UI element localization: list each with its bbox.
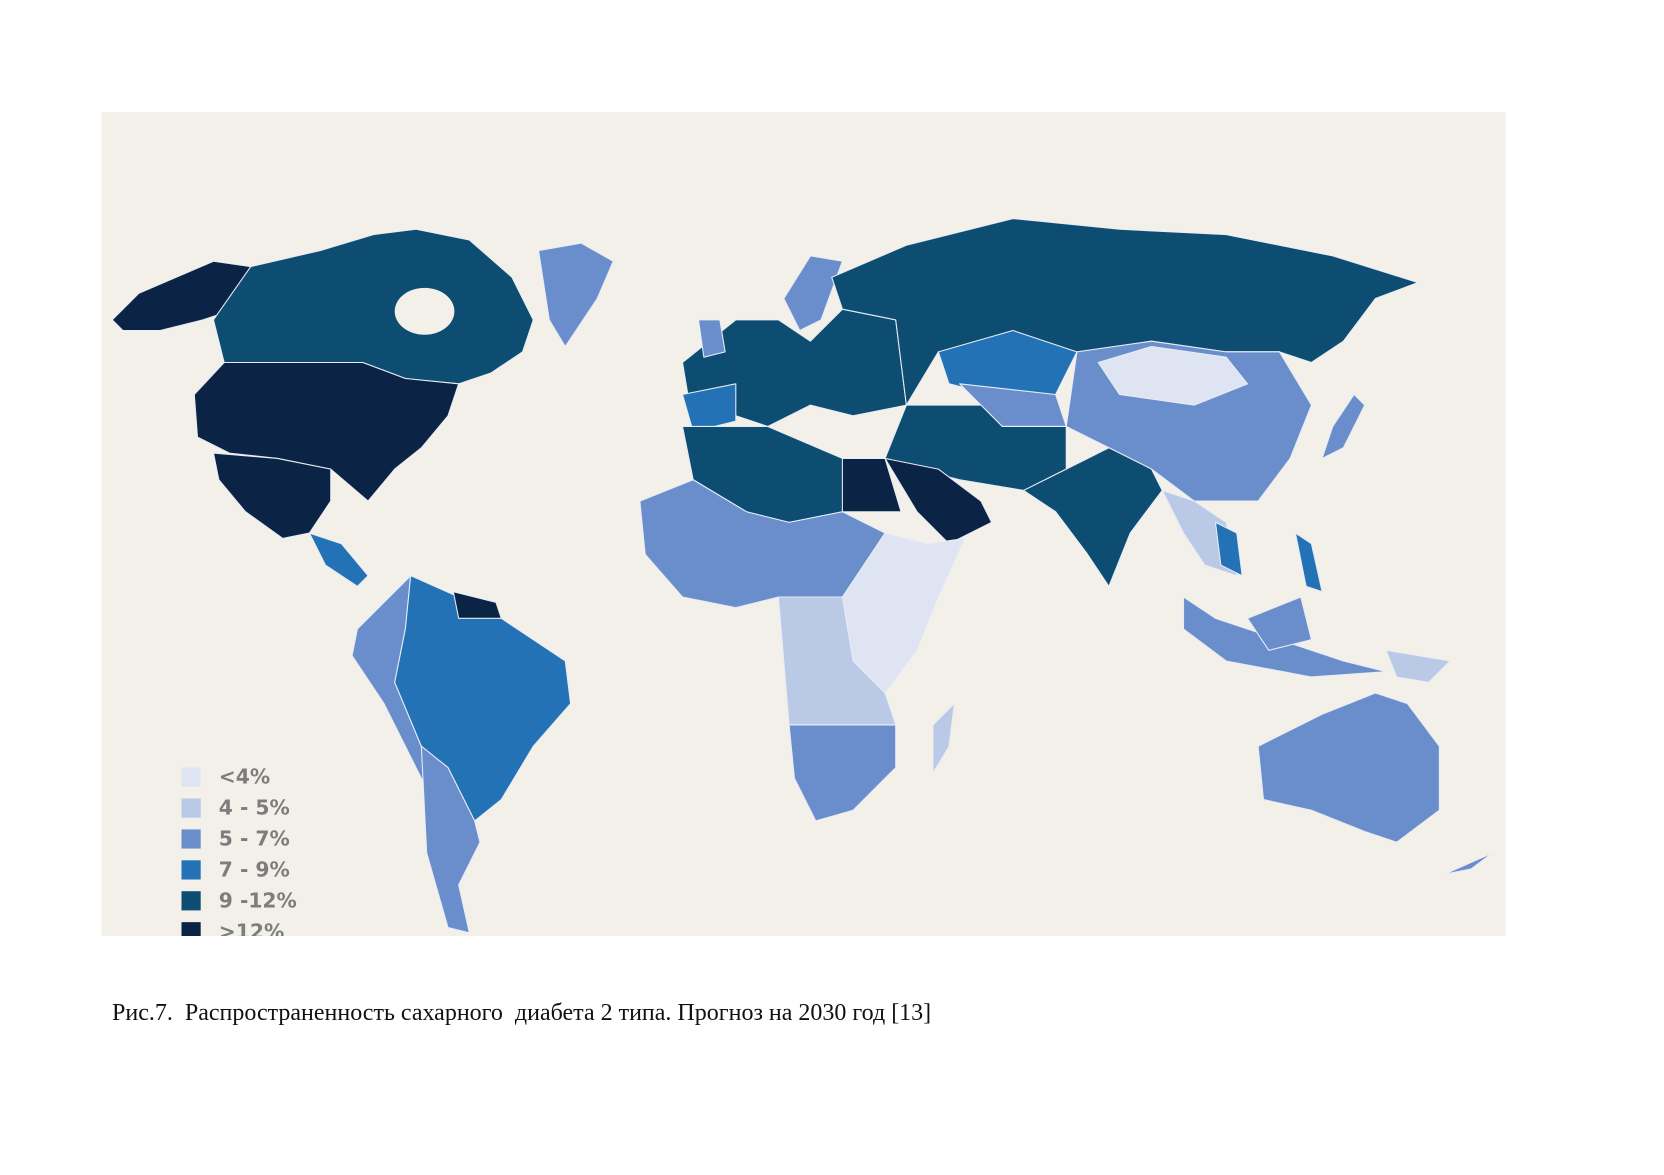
figure-caption: Рис.7. Распространенность сахарного диаб… — [112, 1000, 932, 1026]
legend-label: 7 - 9% — [219, 857, 290, 881]
country — [831, 218, 1419, 406]
country — [308, 532, 369, 587]
legend-swatch — [181, 829, 201, 849]
legend-label: <4% — [219, 765, 270, 789]
country — [783, 255, 843, 332]
regions — [111, 218, 1494, 934]
legend-label: 4 - 5% — [219, 796, 290, 820]
country — [932, 703, 955, 774]
country — [1385, 649, 1451, 683]
country — [1321, 393, 1366, 459]
country — [884, 457, 993, 545]
country — [193, 361, 460, 502]
country — [1444, 852, 1494, 875]
country — [1246, 596, 1312, 651]
legend-swatch — [181, 860, 201, 880]
country — [1182, 596, 1387, 678]
legend-label: >12% — [219, 919, 284, 936]
legend-label: 5 - 7% — [219, 827, 290, 851]
country — [1214, 521, 1243, 577]
country — [1097, 345, 1249, 406]
country — [1161, 489, 1238, 577]
legend-swatch — [181, 891, 201, 911]
legend: <4% 4 - 5% 5 - 7% 7 - 9% 9 -12% >12% — [181, 765, 297, 936]
country — [538, 242, 614, 348]
legend-swatch — [181, 767, 201, 787]
world-map: <4% 4 - 5% 5 - 7% 7 - 9% 9 -12% >12% — [101, 112, 1506, 936]
legend-swatch — [181, 798, 201, 818]
country — [1023, 447, 1163, 587]
legend-label: 9 -12% — [219, 888, 297, 912]
country — [681, 383, 737, 433]
country — [697, 319, 726, 358]
legend-swatch — [181, 922, 201, 936]
country — [788, 724, 897, 822]
country — [1257, 692, 1440, 843]
country — [452, 591, 502, 619]
country — [420, 745, 481, 934]
hudson-bay — [394, 287, 455, 335]
country — [1294, 532, 1323, 593]
